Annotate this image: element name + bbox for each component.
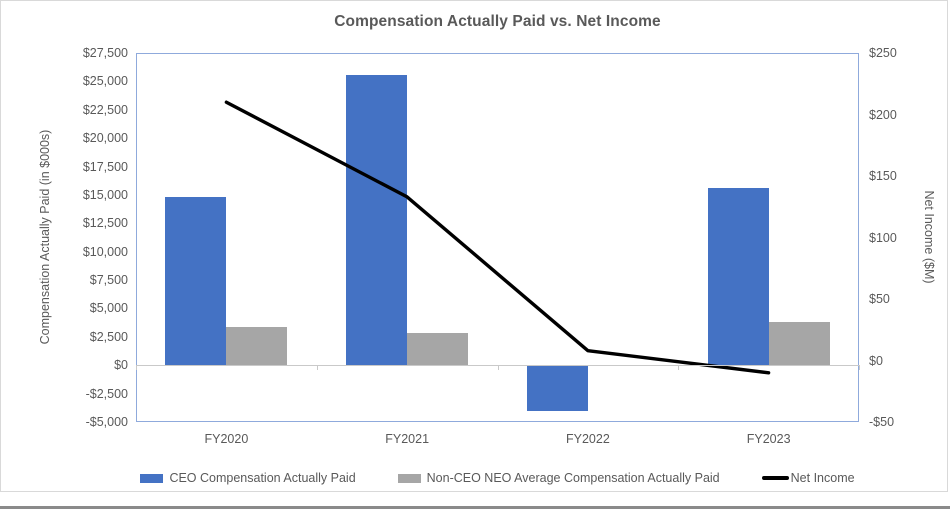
- left-axis-tick-label: $27,500: [82, 46, 128, 60]
- bar-neo-fy2020: [226, 326, 288, 366]
- right-axis-tick-label: $250: [869, 46, 897, 60]
- right-axis-title: Net Income ($M): [922, 190, 936, 284]
- legend-line-swatch: [761, 476, 789, 480]
- chart-title: Compensation Actually Paid vs. Net Incom…: [334, 13, 661, 30]
- bar-ceo-fy2022: [526, 365, 588, 411]
- category-axis-tick: [859, 365, 860, 371]
- x-axis-category-label: FY2023: [746, 432, 791, 446]
- chart-container: Compensation Actually Paid vs. Net Incom…: [0, 0, 948, 492]
- left-axis-tick-label: $2,500: [89, 329, 128, 344]
- left-axis-tick-label: $10,000: [82, 244, 128, 259]
- category-axis-tick: [316, 365, 318, 371]
- category-axis-tick: [678, 365, 680, 371]
- bottom-rule: [0, 506, 950, 509]
- category-axis-tick: [497, 365, 499, 371]
- right-axis-tick-label: $200: [869, 107, 897, 122]
- category-axis-tick: [136, 365, 137, 371]
- bar-neo-fy2021: [407, 333, 469, 366]
- left-axis-tick-label: $7,500: [89, 273, 128, 288]
- left-axis-tick-label: $20,000: [82, 131, 128, 146]
- left-axis-tick-label: -$2,500: [85, 386, 128, 401]
- bar-ceo-fy2023: [707, 188, 769, 366]
- bar-ceo-fy2021: [346, 74, 408, 366]
- legend-item: CEO Compensation Actually Paid: [140, 471, 356, 485]
- left-axis-tick-label: -$5,000: [85, 415, 128, 429]
- legend-label: Net Income: [790, 471, 855, 485]
- left-axis-tick-label: $5,000: [89, 301, 128, 316]
- x-axis-category-label: FY2020: [204, 432, 249, 446]
- right-axis-tick-label: $50: [869, 292, 890, 306]
- legend-item: Net Income: [761, 471, 855, 485]
- left-axis-tick-label: $17,500: [82, 159, 128, 174]
- left-axis-tick-label: $15,000: [82, 187, 128, 202]
- left-axis-tick-label: $25,000: [82, 74, 128, 89]
- left-axis-tick-label: $0: [114, 358, 128, 373]
- x-axis-category-label: FY2022: [565, 432, 610, 446]
- right-axis-tick-label: $0: [869, 353, 883, 368]
- bar-neo-fy2023: [768, 322, 830, 366]
- legend-item: Non-CEO NEO Average Compensation Actuall…: [397, 471, 720, 485]
- right-axis-tick-label: $100: [869, 230, 897, 245]
- x-axis-category-label: FY2021: [385, 432, 430, 446]
- legend-label: Non-CEO NEO Average Compensation Actuall…: [426, 471, 720, 485]
- bar-ceo-fy2020: [165, 197, 227, 366]
- right-axis-tick-label: $150: [869, 169, 897, 183]
- legend-bar-swatch: [140, 473, 164, 483]
- legend: CEO Compensation Actually Paid Non-CEO NE…: [136, 468, 859, 488]
- right-axis-tick-label: -$50: [869, 415, 895, 429]
- legend-label: CEO Compensation Actually Paid: [169, 471, 356, 485]
- left-axis-tick-label: $22,500: [82, 102, 128, 117]
- legend-bar-swatch: [397, 473, 421, 483]
- left-axis-tick-label: $12,500: [82, 216, 128, 231]
